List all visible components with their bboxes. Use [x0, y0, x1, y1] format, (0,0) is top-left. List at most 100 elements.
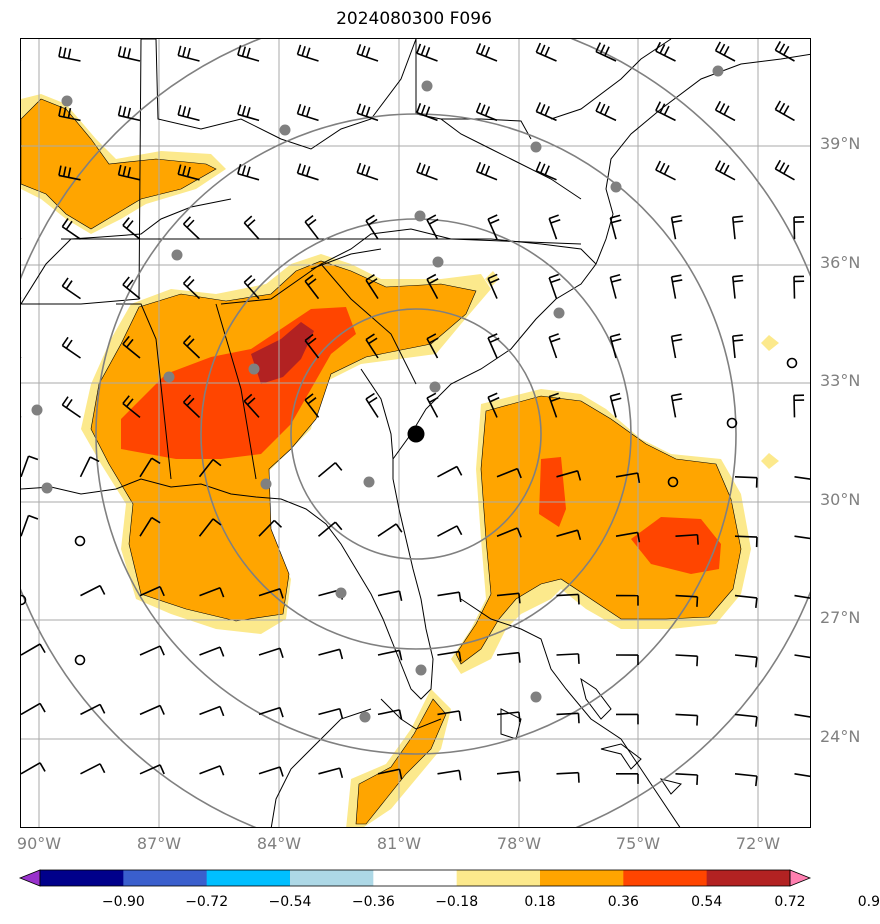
wind-barb	[426, 333, 439, 359]
wind-barb	[58, 165, 81, 181]
wind-barb	[734, 476, 758, 488]
wind-barb	[535, 42, 557, 62]
colorbar-segment	[540, 870, 624, 886]
wind-barb	[21, 702, 46, 716]
wind-barb	[615, 531, 641, 543]
wind-barb	[365, 274, 379, 300]
wind-barb	[548, 392, 561, 418]
wind-barb	[794, 594, 810, 599]
wind-barb	[437, 710, 462, 721]
wind-barb	[182, 216, 201, 240]
wind-barb	[139, 516, 161, 537]
wind-barb	[377, 709, 403, 720]
wind-barb	[487, 333, 500, 359]
wind-barb	[243, 215, 260, 240]
wind-barb	[117, 105, 141, 122]
wind-barb	[548, 333, 561, 359]
wind-barb	[556, 470, 582, 481]
wind-barb	[496, 467, 522, 479]
wind-barb	[475, 161, 498, 181]
wind-barb	[139, 457, 161, 478]
wind-barb	[734, 594, 758, 608]
wind-barb	[437, 769, 462, 781]
wind-barb	[670, 274, 683, 299]
wind-barb	[356, 103, 379, 122]
wind-barb	[296, 44, 319, 62]
wind-barb	[487, 392, 500, 418]
center-marker	[407, 425, 425, 443]
wind-barb	[655, 41, 676, 62]
wind-barb	[61, 218, 81, 240]
colorbar-segment	[40, 870, 124, 886]
wind-barb	[318, 707, 344, 719]
lon-label: 84°W	[256, 834, 302, 853]
wind-barb	[177, 45, 200, 62]
colorbar-tick-label: −0.54	[268, 894, 312, 910]
wind-barb	[139, 585, 165, 597]
wind-barb	[675, 654, 699, 667]
wind-barb	[258, 706, 284, 718]
wind-barb	[304, 274, 320, 300]
wind-barb	[496, 651, 521, 663]
wind-barb	[475, 43, 498, 62]
wind-barb	[556, 593, 580, 605]
wind-barb	[615, 472, 641, 484]
wind-barb	[21, 514, 39, 537]
wind-barb	[198, 458, 222, 478]
wind-barb	[670, 333, 683, 359]
graticule	[21, 39, 810, 827]
wind-barb	[122, 335, 141, 359]
wind-barb	[258, 588, 284, 599]
colorbar-segment	[206, 870, 291, 886]
wind-barb	[556, 771, 580, 783]
wind-barb	[21, 455, 39, 478]
wind-barb	[655, 160, 676, 181]
colorbar-segment	[373, 870, 458, 886]
wind-barb	[734, 773, 758, 787]
wind-barb	[317, 521, 343, 537]
coastlines	[21, 39, 810, 827]
wind-barb	[487, 273, 500, 299]
wind-barb	[182, 275, 201, 300]
colorbar-segment	[706, 870, 791, 886]
wind-barb	[122, 276, 141, 300]
wind-barb	[496, 711, 521, 723]
wind-barb	[80, 584, 106, 597]
wind-barb	[177, 105, 200, 122]
wind-barb	[258, 766, 284, 777]
wind-barb	[356, 162, 379, 181]
wind-barb	[318, 767, 344, 778]
wind-barb	[731, 274, 744, 299]
wind-barb	[258, 647, 284, 658]
wind-barb	[556, 653, 580, 664]
colorbar-tick-label: 0.36	[607, 894, 639, 910]
wind-barb	[734, 654, 758, 668]
wind-barb	[793, 394, 805, 418]
wind-barb	[237, 163, 260, 181]
lon-label: 72°W	[735, 834, 781, 853]
wind-barb	[416, 103, 438, 122]
station-markers	[31, 65, 724, 723]
wind-barb	[296, 103, 319, 122]
wind-barb	[79, 456, 100, 478]
wind-barb	[61, 396, 81, 419]
wind-barb	[734, 713, 758, 727]
wind-barb	[609, 333, 622, 359]
wind-barb	[535, 161, 557, 181]
wind-barb	[793, 216, 805, 240]
colorbar-segment	[623, 870, 708, 886]
lon-label: 90°W	[16, 834, 62, 853]
wind-barb	[243, 393, 260, 418]
wind-barb	[199, 646, 225, 657]
colorbar-segment	[123, 870, 208, 886]
wind-barb	[182, 335, 201, 359]
wind-barb	[377, 768, 403, 780]
wind-barb	[416, 43, 438, 62]
wind-barb	[198, 518, 222, 537]
wind-barb	[714, 41, 736, 62]
colorbar-tick-label: 0.90	[857, 894, 880, 910]
lat-label: 24°N	[820, 727, 861, 746]
wind-barb	[714, 160, 736, 181]
wind-barb	[304, 215, 320, 240]
wind-barb	[139, 645, 165, 656]
